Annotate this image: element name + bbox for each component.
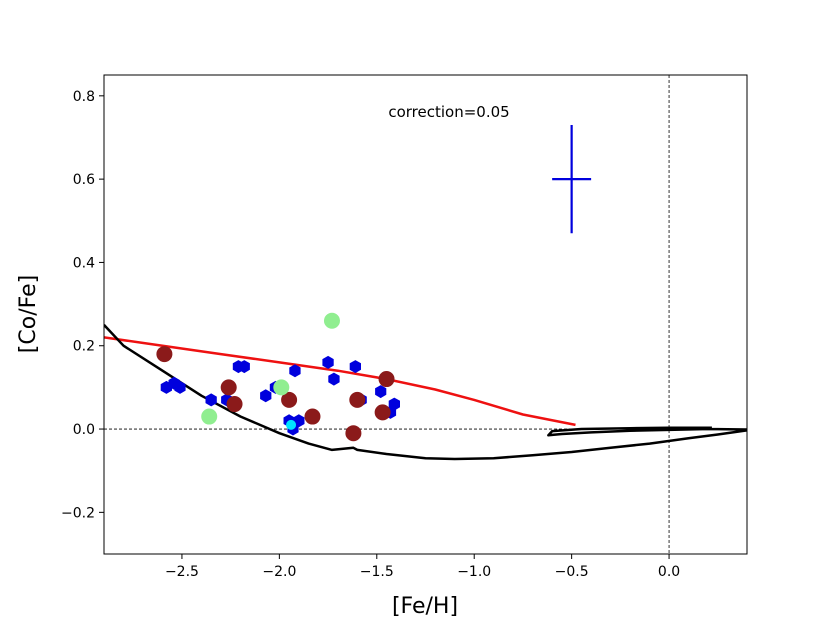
y-tick-label: 0.6 <box>73 172 95 188</box>
y-tick-label: 0.0 <box>73 422 95 438</box>
plot-frame <box>103 74 748 555</box>
darkred-points-6 <box>345 425 362 442</box>
x-tick-label: −1.0 <box>457 564 491 580</box>
error-bar <box>552 124 592 234</box>
lightgreen-points-1 <box>201 408 218 425</box>
blue-points-9 <box>260 389 272 403</box>
blue-points-8 <box>238 360 250 374</box>
y-axis-title: [Co/Fe] <box>16 275 41 353</box>
darkred-points-4 <box>281 391 298 408</box>
blue-points-13 <box>289 364 301 378</box>
blue-points-3 <box>174 380 186 394</box>
darkred-points-1 <box>156 346 173 363</box>
y-tick-label: 0.2 <box>73 339 95 355</box>
blue-points-14 <box>293 414 305 428</box>
red-model-line <box>104 336 576 427</box>
darkred-points-7 <box>349 391 366 408</box>
x-axis-ticks: −2.5 −2.0 −1.5 −1.0 −0.5 0.0 <box>165 554 680 580</box>
darkred-points-2 <box>220 379 237 396</box>
blue-points-19 <box>375 385 387 399</box>
x-tick-label: −2.5 <box>165 564 199 580</box>
annotation-correction: correction=0.05 <box>388 103 509 121</box>
lightgreen-points-3 <box>323 312 340 329</box>
lightgreen-points-2 <box>273 379 290 396</box>
cyan-point-1 <box>286 419 297 430</box>
x-axis-title: [Fe/H] <box>392 594 458 619</box>
blue-points-4 <box>205 393 217 407</box>
model-lines <box>104 324 747 461</box>
y-tick-label: 0.4 <box>73 255 95 271</box>
black-model-line <box>104 324 747 461</box>
x-tick-label: −1.5 <box>360 564 394 580</box>
data-markers <box>156 312 400 442</box>
y-tick-label: 0.8 <box>73 89 95 105</box>
y-tick-label: −0.2 <box>61 505 95 521</box>
x-tick-label: −2.0 <box>262 564 296 580</box>
x-tick-label: 0.0 <box>658 564 680 580</box>
darkred-points-8 <box>374 404 391 421</box>
y-axis-ticks: −0.2 0.0 0.2 0.4 0.6 0.8 <box>61 89 104 521</box>
blue-points-21 <box>388 397 400 411</box>
blue-points-17 <box>349 360 361 374</box>
darkred-points-3 <box>226 396 243 413</box>
darkred-points-9 <box>378 371 395 388</box>
blue-points-15 <box>322 355 334 369</box>
darkred-points-5 <box>304 408 321 425</box>
blue-points-16 <box>328 372 340 386</box>
x-tick-label: −0.5 <box>555 564 589 580</box>
